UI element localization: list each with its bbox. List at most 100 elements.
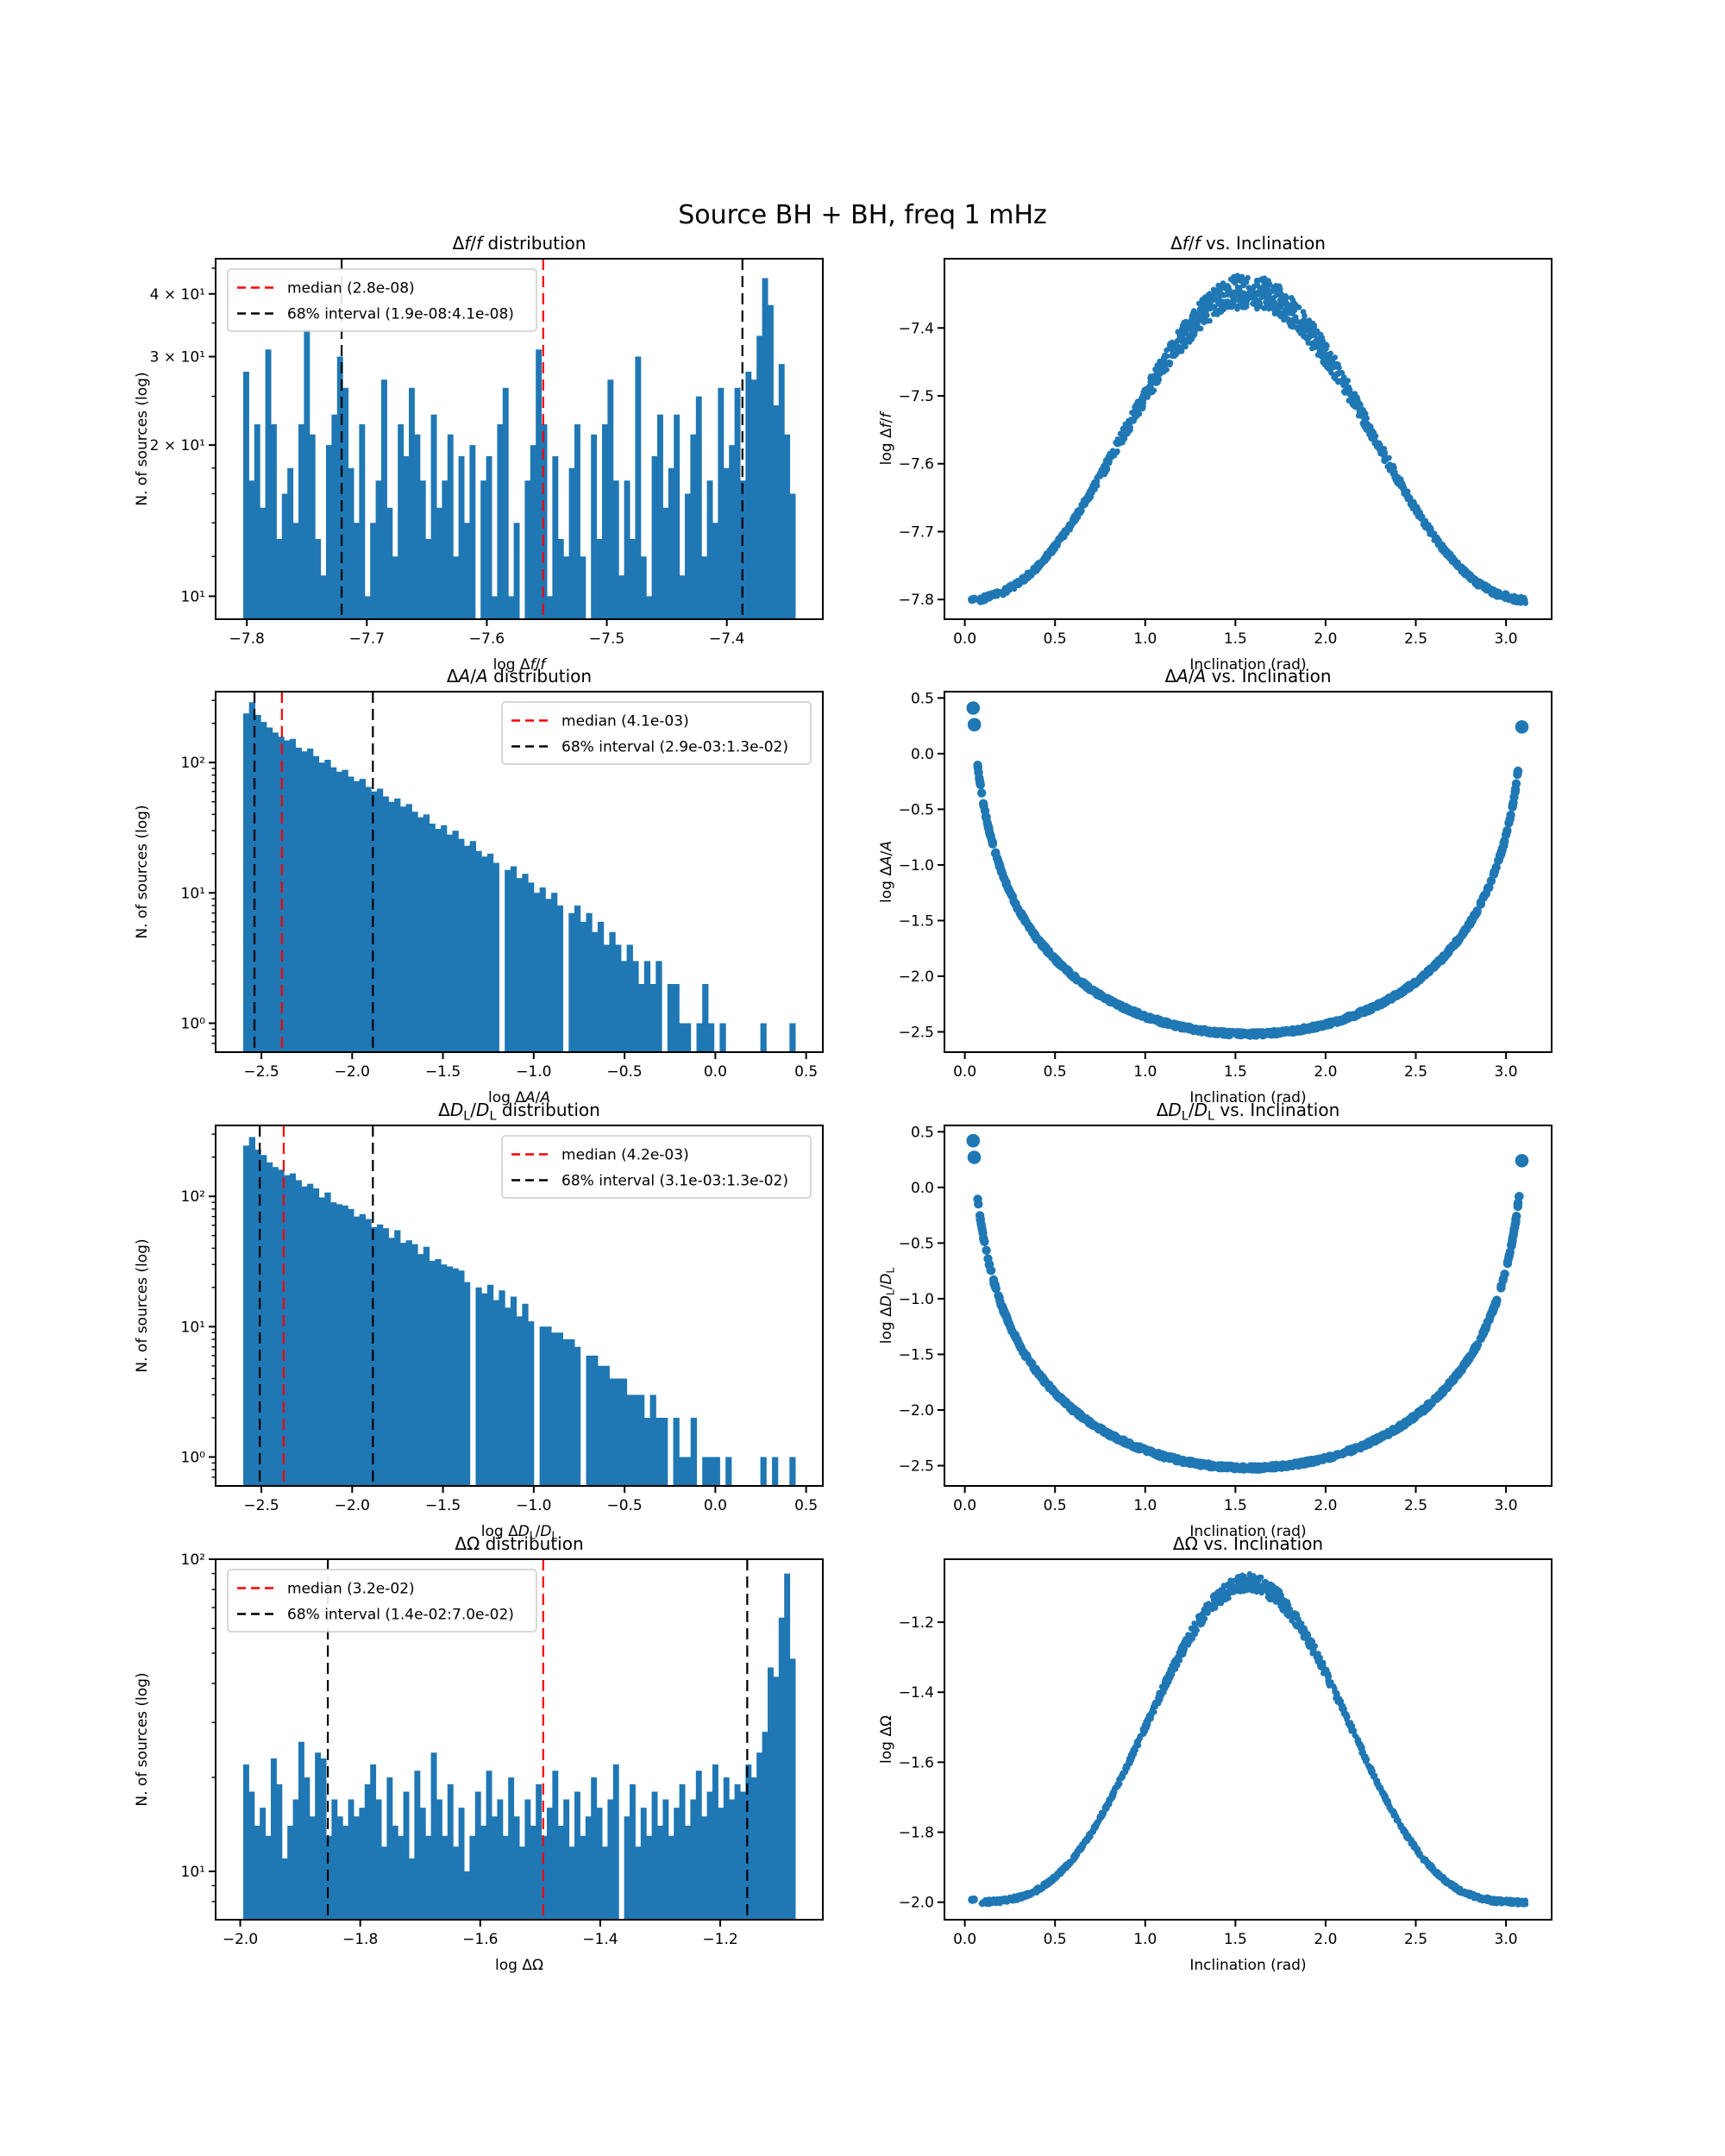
subplot-dom-hist: −2.0 −1.8 −1.6 −1.4 −1.2 10² 10¹ ΔΩ distributio… bbox=[134, 1533, 824, 1974]
x-tick-label: 0.5 bbox=[794, 1063, 818, 1081]
y-tick-label: 10⁰ bbox=[181, 1449, 206, 1466]
y-tick-label: −2.0 bbox=[899, 968, 934, 986]
x-tick-label: 0.0 bbox=[953, 1497, 976, 1514]
y-tick-label: 10¹ bbox=[181, 885, 205, 902]
subplot-dff-scatter: 0.0 0.5 1.0 1.5 2.0 2.5 3.0 −7.4 −7.5 −7.6 −7.7 −7.… bbox=[878, 233, 1552, 674]
axes-spines bbox=[215, 1558, 824, 1921]
x-tick-label: −1.4 bbox=[582, 1931, 618, 1948]
x-tick-label: 2.0 bbox=[1314, 1497, 1337, 1514]
y-tick-label: −1.8 bbox=[899, 1825, 934, 1842]
y-tick-label: 3 × 10¹ bbox=[150, 349, 205, 367]
y-axis-label: N. of sources (log) bbox=[134, 805, 151, 938]
x-tick-label: 0.5 bbox=[1044, 630, 1067, 648]
x-tick-label: −1.0 bbox=[516, 1063, 551, 1081]
y-tick-label: −7.5 bbox=[899, 388, 934, 405]
plot-area bbox=[243, 1125, 796, 1486]
x-tick-label: −2.0 bbox=[335, 1063, 370, 1081]
y-tick-label: −2.5 bbox=[899, 1025, 934, 1042]
x-tick-label: −1.5 bbox=[425, 1497, 461, 1514]
legend-box bbox=[227, 1569, 537, 1633]
y-tick-label: 10² bbox=[181, 755, 205, 772]
axes-spines bbox=[215, 691, 824, 1053]
x-tick-label: 1.0 bbox=[1133, 1063, 1157, 1081]
axes-title: ΔDL/DL distribution bbox=[438, 1100, 600, 1123]
scatter-outlier-points bbox=[966, 701, 1529, 734]
y-axis-label: log ΔDL/DL bbox=[878, 1268, 897, 1344]
x-tick-label: −2.0 bbox=[335, 1497, 370, 1514]
y-tick-label: −1.2 bbox=[899, 1614, 934, 1632]
x-tick-label: −0.5 bbox=[606, 1063, 642, 1081]
subplot-daa-scatter: 0.0 0.5 1.0 1.5 2.0 2.5 3.0 0.5 0.0 −0.5 −1.0 −1.5 −… bbox=[878, 666, 1552, 1106]
x-axis-label: log ΔA/A bbox=[488, 1089, 550, 1106]
y-tick-label: −1.0 bbox=[899, 857, 934, 874]
x-tick-label: −7.6 bbox=[469, 630, 505, 648]
x-tick-label: −2.0 bbox=[223, 1931, 258, 1948]
legend: median (2.8e-08) 68% interval (1.9e-08:4.… bbox=[227, 268, 537, 332]
x-tick-label: 1.5 bbox=[1224, 1931, 1247, 1948]
x-tick-label: 2.0 bbox=[1314, 630, 1337, 648]
x-tick-label: 3.0 bbox=[1495, 1063, 1518, 1081]
y-tick-label: 10² bbox=[181, 1188, 205, 1206]
axes-title: ΔΩ distribution bbox=[455, 1533, 583, 1554]
y-tick-label: −0.5 bbox=[899, 1235, 934, 1252]
x-tick-label: 0.0 bbox=[953, 630, 976, 648]
x-tick-label: −1.8 bbox=[342, 1931, 378, 1948]
y-tick-label: −1.0 bbox=[899, 1291, 934, 1308]
y-axis-label: log ΔΩ bbox=[878, 1715, 895, 1764]
scatter-points bbox=[973, 1192, 1524, 1474]
scatter-points bbox=[978, 1570, 1529, 1908]
axes-spines bbox=[944, 1125, 1552, 1487]
scatter-outlier-points bbox=[966, 1133, 1529, 1168]
x-tick-label: −1.2 bbox=[702, 1931, 737, 1948]
axes-title: Δf/f vs. Inclination bbox=[1170, 233, 1326, 254]
x-tick-label: −7.4 bbox=[709, 630, 744, 648]
legend-interval-label: 68% interval (3.1e-03:1.3e-02) bbox=[561, 1173, 788, 1190]
histogram-bars bbox=[243, 1573, 796, 1920]
plot-area bbox=[968, 273, 1529, 606]
x-tick-label: 0.0 bbox=[953, 1931, 976, 1948]
scatter-points bbox=[973, 761, 1523, 1040]
x-tick-label: 1.5 bbox=[1224, 1063, 1247, 1081]
y-tick-label: −1.5 bbox=[899, 1346, 934, 1363]
y-axis-label: log ΔA/A bbox=[878, 841, 895, 903]
scatter-points bbox=[976, 273, 1529, 606]
x-tick-label: 1.0 bbox=[1133, 630, 1157, 648]
x-tick-label: 1.5 bbox=[1224, 630, 1247, 648]
x-tick-label: 2.0 bbox=[1314, 1063, 1337, 1081]
legend-median-label: median (2.8e-08) bbox=[287, 280, 415, 298]
x-tick-label: 2.5 bbox=[1404, 1497, 1427, 1514]
y-tick-label: −2.0 bbox=[899, 1402, 934, 1420]
y-axis-label: N. of sources (log) bbox=[134, 1238, 151, 1372]
x-tick-label: 3.0 bbox=[1495, 1497, 1518, 1514]
y-tick-label: 4 × 10¹ bbox=[150, 286, 205, 304]
x-tick-label: 3.0 bbox=[1495, 1931, 1518, 1948]
x-tick-label: 0.5 bbox=[794, 1497, 818, 1514]
y-tick-label: −1.6 bbox=[899, 1754, 934, 1771]
y-axis-label: log Δf/f bbox=[878, 411, 895, 466]
y-tick-label: 10¹ bbox=[181, 588, 205, 605]
legend-interval-label: 68% interval (1.4e-02:7.0e-02) bbox=[287, 1607, 514, 1624]
y-tick-label: −7.8 bbox=[899, 592, 934, 609]
legend-interval-label: 68% interval (1.9e-08:4.1e-08) bbox=[287, 306, 514, 323]
x-tick-label: 2.5 bbox=[1404, 630, 1427, 648]
x-tick-label: 0.5 bbox=[1044, 1497, 1067, 1514]
y-tick-label: 2 × 10¹ bbox=[150, 437, 205, 454]
y-tick-label: 0.5 bbox=[911, 690, 934, 707]
plot-area bbox=[966, 1133, 1529, 1474]
legend-box bbox=[501, 1135, 812, 1199]
x-axis-label: Inclination (rad) bbox=[1189, 1523, 1306, 1540]
y-tick-label: 0.5 bbox=[911, 1124, 934, 1141]
axes-spines bbox=[215, 258, 824, 620]
x-tick-label: −7.7 bbox=[349, 630, 385, 648]
legend: median (3.2e-02) 68% interval (1.4e-02:7.… bbox=[227, 1569, 537, 1633]
x-tick-label: 1.5 bbox=[1224, 1497, 1247, 1514]
x-tick-label: −7.8 bbox=[229, 630, 265, 648]
x-tick-label: −2.5 bbox=[243, 1497, 279, 1514]
subplot-dff-hist: −7.8 −7.7 −7.6 −7.5 −7.4 4 × 10¹ 3 × 10¹ 2 × 10… bbox=[134, 233, 824, 674]
axes-title: ΔΩ vs. Inclination bbox=[1173, 1533, 1323, 1554]
y-tick-label: −1.5 bbox=[899, 912, 934, 930]
plot-area bbox=[966, 701, 1529, 1040]
plot-area bbox=[968, 1570, 1529, 1908]
legend-median-label: median (4.2e-03) bbox=[561, 1147, 689, 1164]
